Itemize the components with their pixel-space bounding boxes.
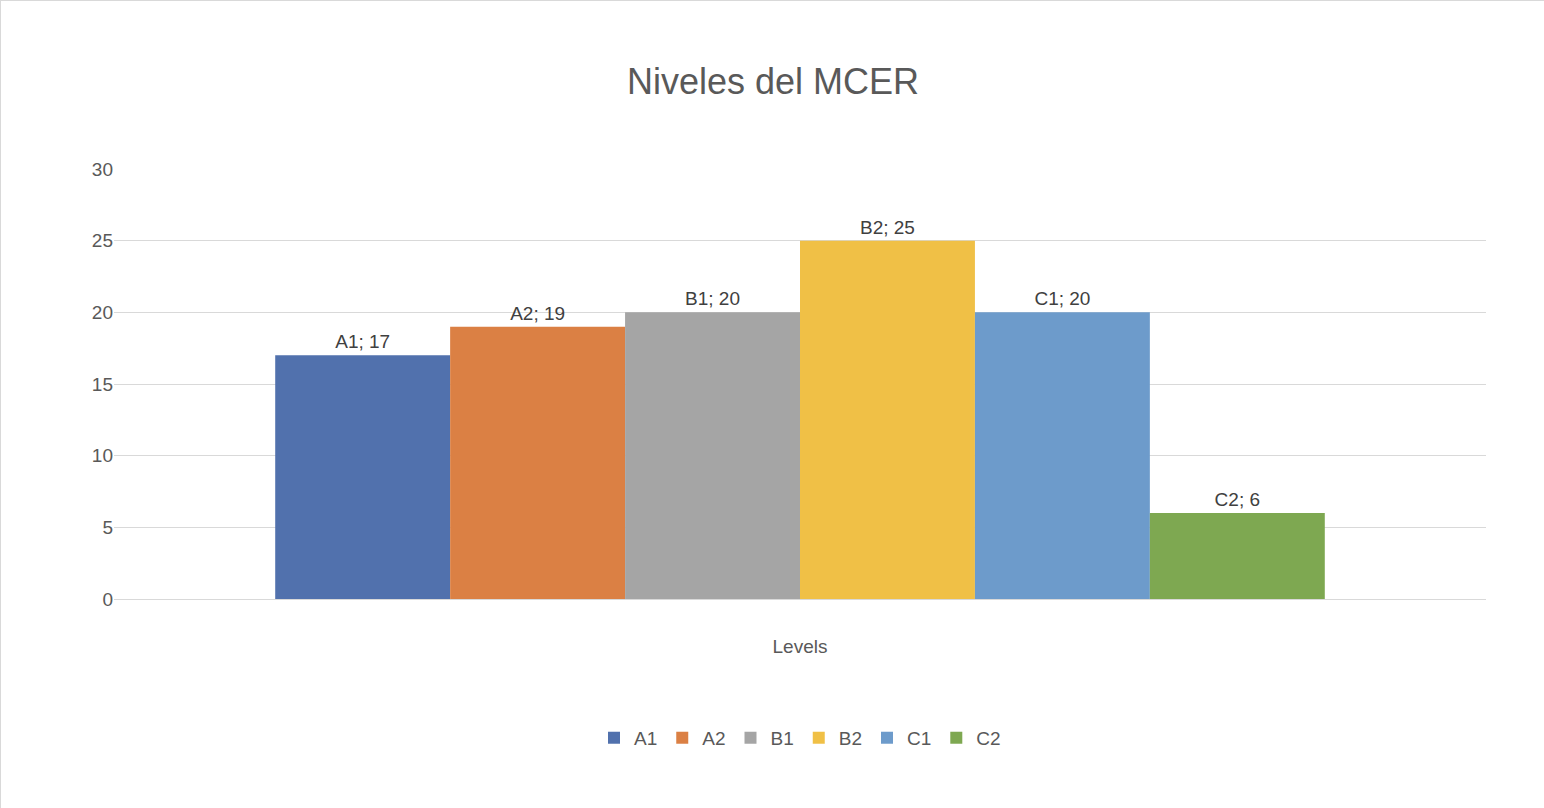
svg-text:20: 20 <box>92 302 113 323</box>
svg-text:C2; 6: C2; 6 <box>1215 489 1260 510</box>
svg-text:5: 5 <box>102 517 113 538</box>
svg-text:A2: A2 <box>702 728 725 749</box>
svg-text:C2: C2 <box>976 728 1000 749</box>
svg-text:A1: A1 <box>634 728 657 749</box>
svg-text:B2; 25: B2; 25 <box>860 217 915 238</box>
svg-text:15: 15 <box>92 374 113 395</box>
svg-text:B2: B2 <box>839 728 862 749</box>
svg-text:B1; 20: B1; 20 <box>685 288 740 309</box>
svg-text:Levels: Levels <box>773 636 828 657</box>
svg-text:C1: C1 <box>907 728 931 749</box>
svg-text:30: 30 <box>92 159 113 180</box>
svg-text:A2; 19: A2; 19 <box>510 303 565 324</box>
svg-text:B1: B1 <box>771 728 794 749</box>
svg-text:Niveles del MCER: Niveles del MCER <box>627 61 919 102</box>
svg-text:A1; 17: A1; 17 <box>335 331 390 352</box>
svg-text:10: 10 <box>92 445 113 466</box>
svg-text:0: 0 <box>102 589 113 610</box>
svg-text:25: 25 <box>92 230 113 251</box>
svg-text:C1; 20: C1; 20 <box>1034 288 1090 309</box>
